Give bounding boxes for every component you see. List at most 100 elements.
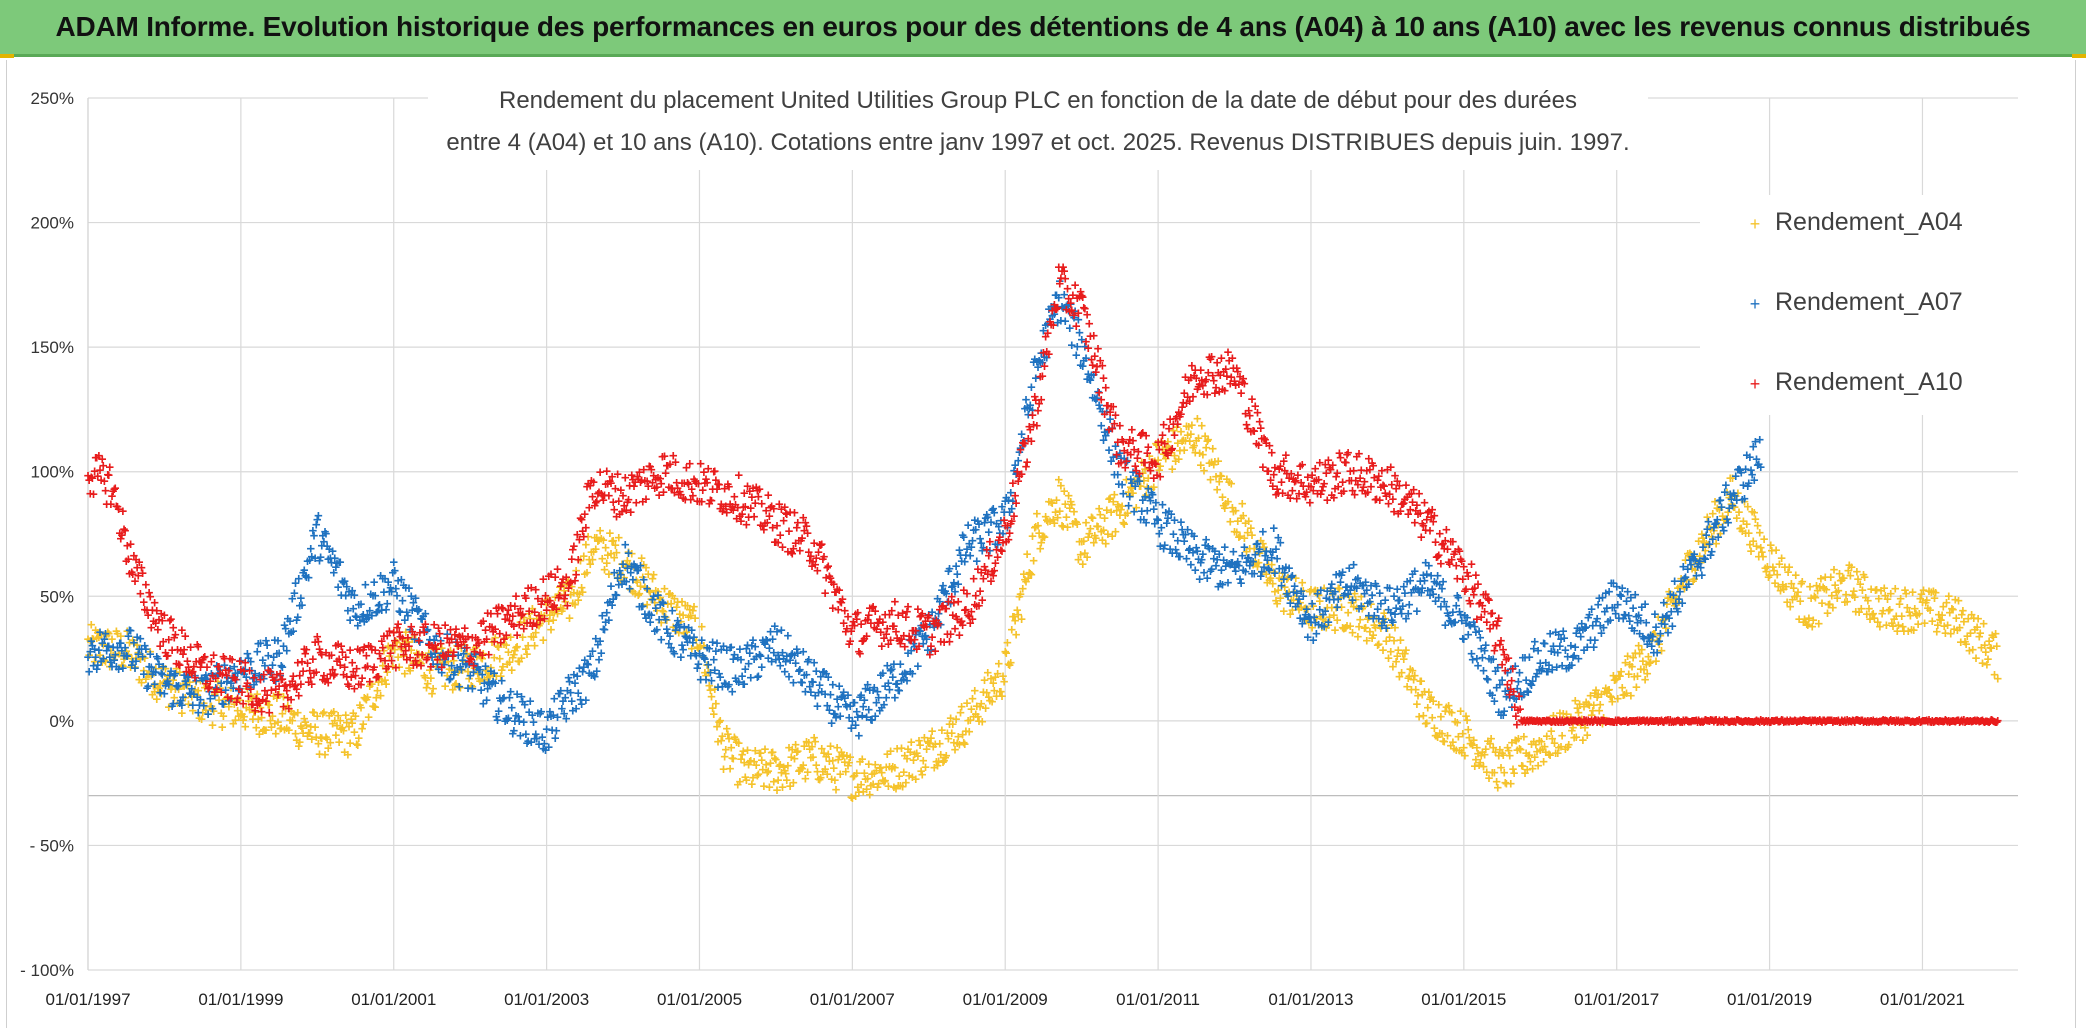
data-point: + xyxy=(431,649,440,666)
data-point: + xyxy=(1133,472,1142,489)
data-point: + xyxy=(1089,535,1098,552)
data-point: + xyxy=(277,720,286,737)
data-point: + xyxy=(1138,465,1147,482)
data-point: + xyxy=(468,679,477,696)
data-point: + xyxy=(479,646,488,663)
data-point: + xyxy=(258,723,267,740)
data-point: + xyxy=(625,557,634,574)
data-point: + xyxy=(219,708,228,725)
data-point: + xyxy=(167,681,176,698)
data-point: + xyxy=(128,632,137,649)
data-point: + xyxy=(1494,610,1503,627)
data-point: + xyxy=(1202,439,1211,456)
data-point: + xyxy=(1076,546,1085,563)
data-point: + xyxy=(799,757,808,774)
data-point: + xyxy=(884,778,893,795)
data-point: + xyxy=(1205,455,1214,472)
data-point: + xyxy=(424,645,433,662)
data-point: + xyxy=(686,607,695,624)
data-point: + xyxy=(1053,300,1062,317)
data-point: + xyxy=(1136,478,1145,495)
data-point: + xyxy=(262,722,271,739)
data-point: + xyxy=(610,549,619,566)
data-point: + xyxy=(242,700,251,717)
data-point: + xyxy=(507,662,516,679)
data-point: + xyxy=(927,730,936,747)
data-point: + xyxy=(582,536,591,553)
data-point: + xyxy=(782,772,791,789)
data-point: + xyxy=(872,763,881,780)
data-point: + xyxy=(1093,518,1102,535)
data-point: + xyxy=(298,720,307,737)
data-point: + xyxy=(205,681,214,698)
data-point: + xyxy=(154,680,163,697)
data-point: + xyxy=(382,676,391,693)
data-point: + xyxy=(162,671,171,688)
data-point: + xyxy=(971,706,980,723)
data-point: + xyxy=(388,658,397,675)
data-point: + xyxy=(886,743,895,760)
data-point: + xyxy=(761,741,770,758)
data-point: + xyxy=(327,705,336,722)
data-point: + xyxy=(990,683,999,700)
data-point: + xyxy=(445,661,454,678)
data-point: + xyxy=(532,611,541,628)
data-point: + xyxy=(896,777,905,794)
data-point: + xyxy=(1116,507,1125,524)
data-point: + xyxy=(1099,522,1108,539)
data-point: + xyxy=(903,750,912,767)
data-point: + xyxy=(235,692,244,709)
data-point: + xyxy=(443,668,452,685)
data-point: + xyxy=(1235,529,1244,546)
data-point: + xyxy=(1239,508,1248,525)
data-point: + xyxy=(701,665,710,682)
data-point: + xyxy=(243,681,252,698)
data-point: + xyxy=(555,579,564,596)
data-point: + xyxy=(398,631,407,648)
data-point: + xyxy=(987,670,996,687)
data-point: + xyxy=(241,718,250,735)
data-point: + xyxy=(1096,507,1105,524)
data-point: + xyxy=(712,696,721,713)
data-point: + xyxy=(895,768,904,785)
data-point: + xyxy=(671,454,680,471)
data-point: + xyxy=(732,734,741,751)
data-point: + xyxy=(601,539,610,556)
data-point: + xyxy=(1064,488,1073,505)
data-point: + xyxy=(150,684,159,701)
data-point: + xyxy=(1023,454,1032,471)
data-point: + xyxy=(905,768,914,785)
data-point: + xyxy=(1992,638,2001,655)
data-point: + xyxy=(1001,644,1010,661)
data-point: + xyxy=(505,654,514,671)
data-point: + xyxy=(190,686,199,703)
data-point: + xyxy=(795,763,804,780)
x-tick-label: 01/01/2007 xyxy=(810,990,895,1009)
data-point: + xyxy=(755,745,764,762)
data-point: + xyxy=(384,638,393,655)
data-point: + xyxy=(627,545,636,562)
data-point: + xyxy=(497,673,506,690)
data-point: + xyxy=(111,648,120,665)
data-point: + xyxy=(1053,509,1062,526)
data-point: + xyxy=(757,752,766,769)
data-point: + xyxy=(833,740,842,757)
data-point: + xyxy=(142,671,151,688)
data-point: + xyxy=(356,697,365,714)
data-point: + xyxy=(1059,519,1068,536)
data-point: + xyxy=(144,666,153,683)
data-point: + xyxy=(1229,504,1238,521)
data-point: + xyxy=(713,719,722,736)
data-point: + xyxy=(811,734,820,751)
data-point: + xyxy=(110,651,119,668)
data-point: + xyxy=(867,778,876,795)
data-point: + xyxy=(1022,574,1031,591)
data-point: + xyxy=(330,713,339,730)
data-point: + xyxy=(1130,473,1139,490)
data-point: + xyxy=(336,713,345,730)
data-point: + xyxy=(941,749,950,766)
data-point: + xyxy=(517,650,526,667)
data-point: + xyxy=(1233,513,1242,530)
data-point: + xyxy=(906,744,915,761)
data-point: + xyxy=(599,532,608,549)
